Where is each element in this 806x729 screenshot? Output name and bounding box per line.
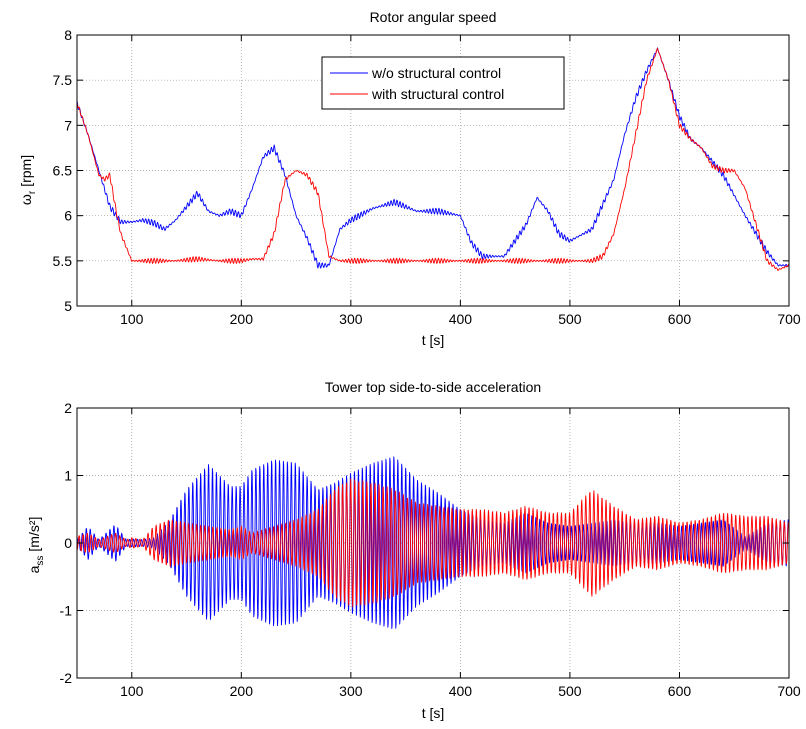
y-tick-label: 2 — [64, 400, 72, 416]
y-tick-label: 8 — [64, 27, 72, 43]
ylabel-subscript: ss — [35, 556, 46, 566]
series-group — [77, 456, 789, 629]
tower-acceleration-ylabel: ass [m/s²] — [26, 517, 46, 574]
ylabel-subscript: r — [27, 190, 38, 194]
x-tick-label: 500 — [558, 683, 582, 699]
y-tick-label: 7 — [64, 117, 72, 133]
x-tick-label: 500 — [558, 311, 582, 327]
x-tick-label: 200 — [230, 311, 254, 327]
tower-acceleration-panel: Tower top side-to-side acceleration t [s… — [26, 379, 801, 721]
x-tick-label: 700 — [777, 311, 801, 327]
y-tick-label: 5.5 — [53, 253, 73, 269]
y-tick-label: -1 — [60, 603, 73, 619]
rotor-speed-ylabel: ωr [rpm] — [18, 155, 38, 205]
legend-label: w/o structural control — [371, 65, 501, 81]
x-tick-label: 200 — [230, 683, 254, 699]
rotor-speed-xlabel: t [s] — [422, 332, 445, 348]
ylabel-symbol: ω — [18, 194, 34, 205]
legend-label: with structural control — [371, 86, 504, 102]
legend: w/o structural control with structural co… — [321, 56, 565, 110]
y-tick-label: 6 — [64, 208, 72, 224]
x-tick-label: 700 — [777, 683, 801, 699]
x-tick-label: 100 — [120, 683, 144, 699]
x-tick-label: 100 — [120, 311, 144, 327]
y-tick-label: 5 — [64, 298, 72, 314]
y-tick-label: 6.5 — [53, 163, 73, 179]
y-tick-label: -2 — [60, 670, 73, 686]
tower-acceleration-title: Tower top side-to-side acceleration — [325, 379, 541, 395]
x-tick-label: 400 — [449, 683, 473, 699]
y-tick-label: 0 — [64, 535, 72, 551]
series-line-with-control — [77, 478, 789, 608]
y-tick-label: 1 — [64, 468, 72, 484]
x-tick-label: 300 — [339, 311, 363, 327]
x-tick-label: 300 — [339, 683, 363, 699]
ylabel-unit: [rpm] — [18, 155, 34, 187]
tower-acceleration-xlabel: t [s] — [422, 705, 445, 721]
x-tick-label: 600 — [668, 311, 692, 327]
rotor-speed-title: Rotor angular speed — [370, 9, 497, 25]
rotor-speed-panel: Rotor angular speed t [s] ωr [rpm] 100 200… — [18, 9, 801, 348]
x-tick-label: 600 — [668, 683, 692, 699]
legend-box — [321, 56, 565, 110]
ylabel-unit: [m/s²] — [26, 517, 42, 552]
y-tick-label: 7.5 — [53, 72, 73, 88]
series-group — [77, 47, 789, 271]
ylabel-symbol: a — [26, 565, 42, 573]
x-tick-label: 400 — [449, 311, 473, 327]
series-line-with-control — [77, 47, 789, 271]
